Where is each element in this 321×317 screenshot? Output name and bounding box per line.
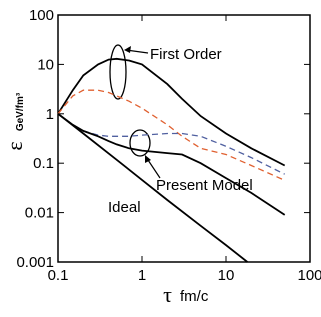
- plot-frame: [57, 14, 311, 263]
- y-tick-label: 10: [37, 56, 54, 73]
- series-label: Ideal: [108, 199, 141, 216]
- annotation-ellipse: [109, 44, 127, 100]
- x-tick-label: 10: [218, 267, 235, 284]
- y-tick-label: 0.01: [25, 205, 54, 222]
- y-label-unit: GeV/fm³: [15, 92, 26, 131]
- series-line: [57, 57, 286, 167]
- x-label-symbol: τ: [163, 282, 172, 307]
- y-tick-label: 0.001: [16, 254, 54, 271]
- y-tick-label: 0.1: [33, 155, 54, 172]
- x-tick-label: 1: [138, 267, 146, 284]
- annotation-ellipse: [129, 129, 151, 157]
- series-label: Present Model: [156, 177, 253, 194]
- x-label-unit: fm/c: [180, 288, 209, 305]
- y-tick-label: 1: [46, 106, 54, 123]
- arrow-head: [145, 155, 151, 163]
- y-label-symbol: ε: [2, 141, 27, 150]
- x-tick-label: 100: [297, 267, 321, 284]
- series-line: [57, 113, 286, 216]
- x-tick-label: 0.1: [48, 267, 69, 284]
- arrow-head: [124, 46, 131, 53]
- series-line: [57, 113, 248, 263]
- y-tick-label: 100: [29, 7, 54, 24]
- series-line: [57, 89, 285, 181]
- series-label: First Order: [150, 46, 222, 63]
